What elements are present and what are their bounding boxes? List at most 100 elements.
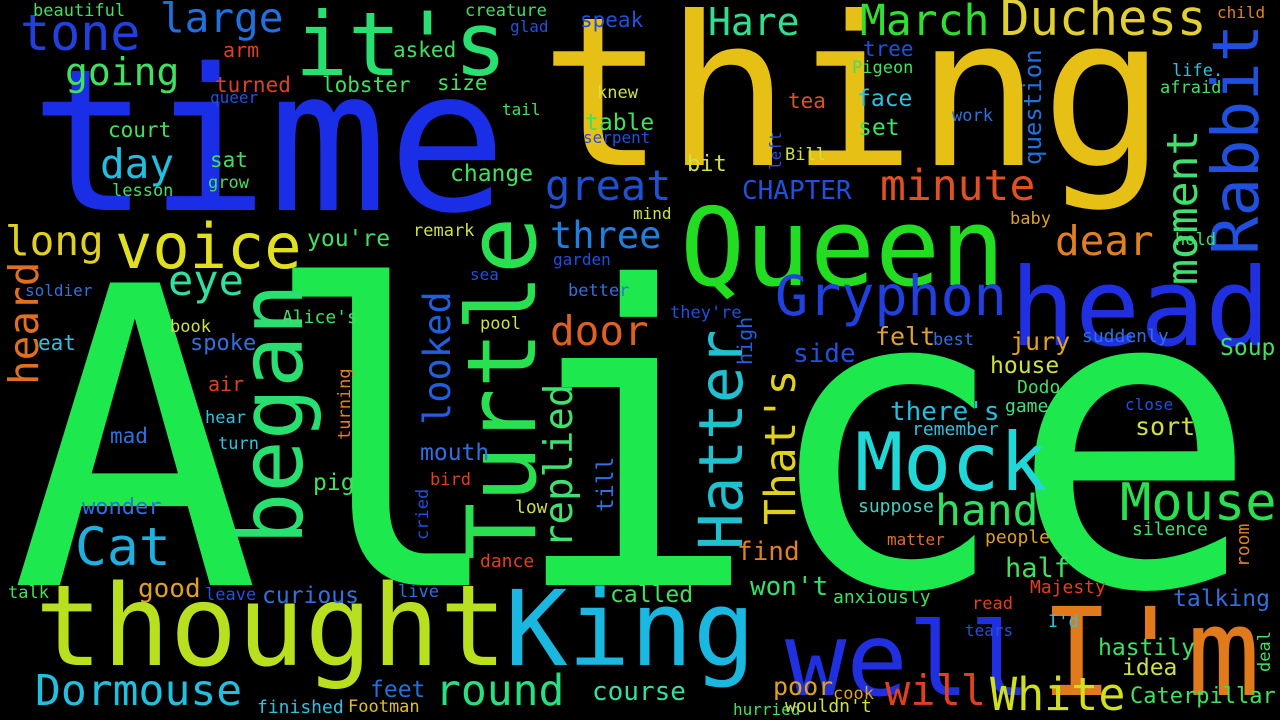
word: cook: [833, 684, 874, 704]
word: soldier: [25, 281, 93, 300]
word: beautiful: [33, 1, 125, 21]
word: half: [1005, 553, 1070, 584]
word: anxiously: [833, 587, 931, 608]
word: suppose: [858, 496, 934, 517]
word: mouth: [420, 440, 489, 466]
word: cried: [413, 489, 433, 540]
word: sea: [470, 265, 499, 284]
word: talking: [1173, 586, 1270, 612]
word: course: [592, 677, 686, 707]
word: pool: [480, 314, 521, 334]
word: baby: [1010, 209, 1051, 229]
word: White: [990, 668, 1125, 720]
word: Caterpillar: [1130, 684, 1276, 709]
word: silence: [1132, 519, 1208, 540]
word: felt: [875, 322, 935, 351]
word: knew: [597, 83, 639, 103]
word: deal: [1255, 631, 1275, 672]
word: low: [515, 497, 548, 518]
word: day: [100, 140, 174, 188]
word: idea: [1122, 655, 1177, 681]
word: mad: [110, 424, 148, 448]
word: tea: [788, 89, 826, 113]
word: talk: [8, 583, 49, 603]
word: I'd: [1048, 612, 1079, 632]
word: air: [208, 372, 244, 396]
word: wouldn't: [785, 696, 872, 717]
word: good: [138, 574, 201, 604]
word: left: [766, 131, 785, 170]
word: eat: [38, 331, 76, 355]
word: turning: [335, 368, 355, 440]
word: sort: [1135, 412, 1195, 441]
word: asked: [393, 38, 456, 62]
word: minute: [880, 161, 1035, 211]
word: called: [610, 582, 693, 608]
word: afraid: [1160, 78, 1221, 98]
word: side: [793, 339, 856, 369]
word: Dormouse: [35, 666, 242, 716]
word: jury: [1010, 327, 1070, 356]
word: child: [1217, 3, 1265, 22]
word: people: [985, 527, 1050, 548]
word: tail: [502, 100, 541, 119]
word: queer: [210, 88, 259, 107]
word: eye: [168, 256, 244, 305]
word: King: [505, 568, 755, 690]
word: going: [65, 50, 179, 94]
word: curious: [262, 583, 359, 609]
word: began: [221, 283, 323, 545]
word: face: [857, 86, 912, 112]
word: That's: [756, 370, 806, 525]
word: lobster: [322, 73, 411, 97]
word: looked: [416, 291, 459, 425]
word: won't: [750, 572, 828, 602]
word: three: [550, 214, 661, 257]
word: Hatter: [686, 330, 757, 550]
word: best: [933, 330, 974, 350]
word: well: [785, 601, 1031, 720]
word: better: [568, 281, 629, 301]
word: CHAPTER: [742, 176, 852, 206]
word: serpent: [583, 128, 650, 147]
word: Duchess: [1000, 0, 1207, 47]
word: set: [858, 115, 900, 141]
word: finished: [257, 697, 344, 718]
word: thing: [540, 0, 1166, 215]
word: Hare: [708, 0, 800, 44]
word: poor: [773, 672, 833, 701]
word: door: [550, 307, 649, 355]
word: glad: [510, 17, 549, 36]
word: Alice: [10, 200, 1259, 683]
word: large: [160, 0, 283, 42]
word: hastily: [1098, 635, 1195, 661]
word: read: [972, 594, 1013, 614]
word: thought: [35, 562, 507, 692]
word: mind: [633, 204, 672, 223]
word: replied: [537, 384, 582, 548]
word: Cat: [75, 517, 171, 578]
word: sat: [210, 148, 248, 172]
word: life.: [1172, 61, 1223, 81]
word: Soup: [1220, 335, 1275, 361]
word: till: [593, 457, 619, 512]
word: you're: [307, 226, 390, 252]
word: arm: [223, 38, 259, 62]
word: tears: [965, 621, 1013, 640]
word: table: [585, 110, 654, 136]
word: dance: [480, 551, 534, 572]
word: it's: [295, 0, 507, 96]
word: work: [952, 106, 993, 126]
word: Pigeon: [852, 58, 913, 78]
word: house: [990, 353, 1059, 379]
word: turned: [215, 73, 291, 97]
word: close: [1125, 395, 1173, 414]
word: hold: [1175, 230, 1216, 250]
word: bird: [430, 470, 471, 490]
word: suddenly: [1082, 326, 1169, 347]
word: Bill: [785, 145, 826, 165]
word: pig: [313, 470, 355, 496]
